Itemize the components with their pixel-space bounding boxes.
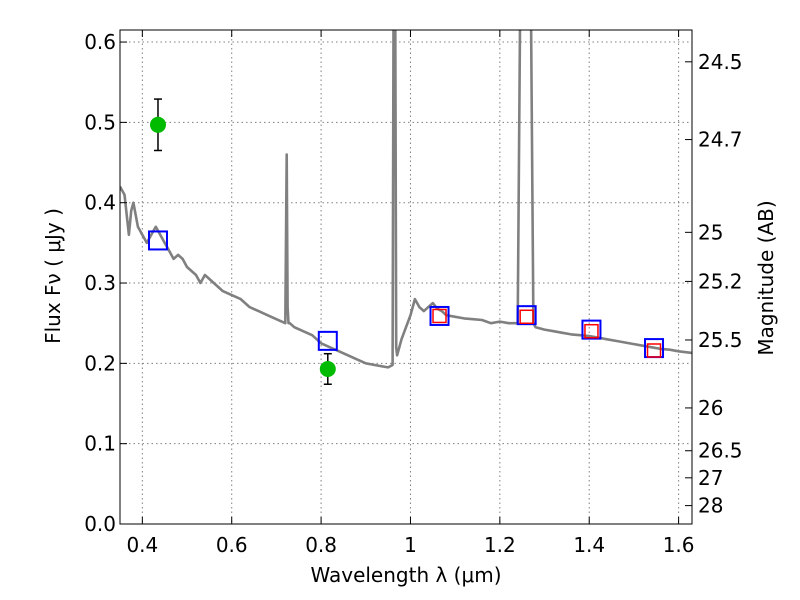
photometry-markers [147, 98, 665, 385]
x-tick-label: 1.4 [573, 533, 605, 557]
y2-tick-label: 25 [698, 220, 723, 244]
y-tick-label: 0.4 [84, 191, 116, 215]
sed-line [120, 30, 692, 369]
plot-frame [119, 29, 693, 525]
model-square-red [584, 323, 599, 339]
x-tick-label: 0.4 [126, 533, 158, 557]
y-tick-label: 0.1 [84, 432, 116, 456]
x-tick-label: 0.6 [216, 533, 248, 557]
y-tick-label: 0.2 [84, 351, 116, 375]
model-square-blue [516, 305, 537, 326]
sed-spectrum [120, 30, 692, 369]
y2-tick-label: 25.2 [698, 269, 743, 293]
y2-tick-label: 27 [698, 466, 723, 490]
photometry-point [319, 360, 336, 377]
y2-tick-label: 26 [698, 396, 723, 420]
model-square-red [646, 343, 662, 358]
x-tick-label: 1 [404, 533, 417, 557]
y2-axis-title: Magnitude (AB) [754, 200, 778, 355]
model-square-blue [581, 319, 602, 340]
model-square-red [432, 308, 447, 324]
y2-tick-label: 24.7 [698, 128, 743, 152]
model-square-blue [147, 230, 168, 251]
y2-tick-label: 26.5 [698, 439, 743, 463]
model-square-blue [429, 305, 450, 326]
y-tick-label: 0.3 [84, 271, 116, 295]
model-square-red [519, 309, 534, 325]
y2-tick-label: 25.5 [698, 328, 743, 352]
photometry-point [149, 116, 166, 133]
x-tick-label: 1.2 [484, 533, 516, 557]
x-tick-label: 1.6 [663, 533, 695, 557]
model-square-blue [317, 330, 338, 351]
y2-tick-label: 24.5 [698, 50, 743, 74]
y-axis-title: Flux Fν ( μJy ) [41, 208, 65, 344]
axis-ticks: 0.4 0.6 0.8 1 1.2 1.4 1.6 0.0 0.1 0.2 0.3 0.4 0.5 0.6… [84, 30, 743, 557]
y-tick-label: 0.6 [84, 30, 116, 54]
y2-tick-label: 28 [698, 494, 723, 518]
y-tick-label: 0.5 [84, 110, 116, 134]
x-tick-label: 0.8 [305, 533, 337, 557]
y-tick-label: 0.0 [84, 512, 116, 536]
x-axis-title: Wavelength λ (μm) [310, 563, 501, 587]
